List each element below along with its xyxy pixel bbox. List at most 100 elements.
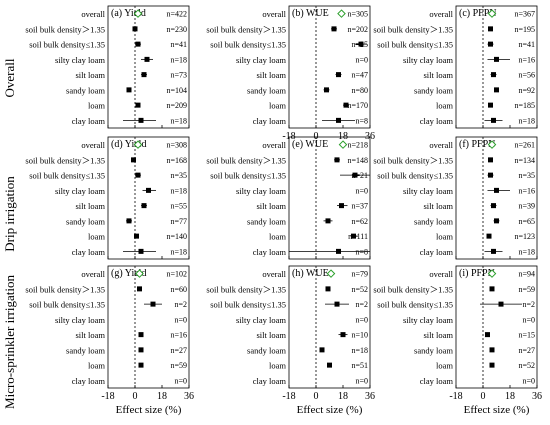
category-label: silty clay loam [236, 315, 286, 325]
n-label: n=111 [348, 232, 368, 241]
category-label: clay loam [72, 116, 106, 126]
n-label: n=18 [518, 116, 535, 125]
x-tick-label: 0 [481, 391, 486, 402]
category-label: loam [88, 232, 105, 242]
effect-point [327, 362, 332, 368]
n-label: n=18 [170, 247, 187, 256]
category-label: soil bulk density＞1.35 [373, 155, 453, 165]
category-label: loam [269, 101, 286, 111]
forest-panel: (a) Yield overall n=422 soil bulk density＞1… [25, 5, 190, 129]
category-label: clay loam [72, 247, 106, 257]
effect-point [343, 102, 349, 108]
category-label: silty clay loam [55, 315, 105, 325]
category-label: silt loam [423, 201, 453, 211]
effect-point [489, 347, 495, 353]
forest-panel: (f) PFPN overall n=261 soil bulk density＞1.… [373, 136, 538, 260]
x-axis-title: Effect size (%) [297, 404, 363, 416]
forest-panel: (e) WUE overall n=218 soil bulk density＞1.3… [206, 136, 371, 260]
n-label: n=52 [518, 361, 535, 370]
x-tick-label: 0 [314, 131, 319, 142]
n-label: n=55 [170, 202, 187, 211]
category-label: silty clay loam [403, 186, 453, 196]
category-label: loam [88, 101, 105, 111]
panel-label: (h) WUE [292, 268, 329, 279]
effect-point [488, 102, 493, 108]
n-label: n=41 [170, 40, 187, 49]
effect-point [491, 117, 496, 123]
category-label: loam [88, 361, 105, 371]
n-label: n=8 [355, 247, 368, 256]
n-label: n=422 [166, 10, 187, 19]
n-label: n=230 [166, 25, 187, 34]
effect-point [334, 301, 340, 307]
effect-point [325, 218, 331, 224]
n-label: n=2 [355, 300, 368, 309]
category-label: loam [436, 101, 453, 111]
n-label: n=104 [166, 86, 187, 95]
n-label: n=59 [518, 285, 535, 294]
forest-panel: (i) PFPN overall n=94 soil bulk density＞1.3… [373, 265, 542, 416]
forest-panel: (h) WUE overall n=79 soil bulk density＞1.35… [206, 265, 375, 416]
effect-point [351, 233, 356, 239]
category-label: silty clay loam [55, 186, 105, 196]
n-label: n=170 [347, 101, 368, 110]
n-label: n=39 [518, 202, 535, 211]
n-label: n=209 [166, 101, 187, 110]
plot-frame [107, 265, 190, 389]
category-label: soil bulk density＞1.35 [373, 24, 453, 34]
n-label: n=18 [518, 247, 535, 256]
category-label: silt loam [75, 201, 105, 211]
n-label: n=367 [514, 10, 535, 19]
overall-effect-diamond [338, 140, 348, 149]
category-label: silty clay loam [236, 55, 286, 65]
category-label: soil bulk density＞1.35 [206, 284, 286, 294]
n-label: n=60 [170, 285, 187, 294]
panel-label: (g) Yield [111, 268, 146, 279]
category-label: soil bulk density≤1.35 [377, 300, 453, 310]
plot-frame [107, 5, 190, 129]
effect-point [336, 248, 341, 254]
n-label: n=47 [351, 71, 368, 80]
n-label: n=16 [518, 55, 535, 64]
category-label: soil bulk density≤1.35 [377, 40, 453, 50]
plot-frame [455, 136, 538, 260]
category-label: soil bulk density＞1.35 [373, 284, 453, 294]
n-label: n=0 [355, 376, 368, 385]
effect-point [494, 56, 499, 62]
category-label: silty clay loam [236, 186, 286, 196]
category-label: soil bulk density＞1.35 [25, 284, 105, 294]
category-label: soil bulk density≤1.35 [210, 171, 286, 181]
category-label: overall [81, 140, 105, 150]
n-label: n=148 [347, 156, 368, 165]
n-label: n=79 [351, 270, 368, 279]
n-label: n=0 [522, 315, 535, 324]
panel-label: (c) PFPN [459, 8, 497, 19]
panel-label: (e) WUE [292, 139, 328, 150]
plot-frame [107, 136, 190, 260]
overall-effect-diamond [337, 9, 346, 18]
n-label: n=27 [170, 346, 187, 355]
n-label: n=16 [518, 186, 535, 195]
n-label: n=80 [351, 86, 368, 95]
n-label: n=18 [351, 346, 368, 355]
category-label: soil bulk density≤1.35 [210, 300, 286, 310]
n-label: n=77 [170, 217, 187, 226]
x-tick-label: 0 [133, 391, 138, 402]
effect-point [126, 87, 132, 93]
effect-point [486, 233, 492, 239]
category-label: overall [429, 9, 453, 19]
n-label: n=218 [347, 141, 368, 150]
n-label: n=0 [174, 376, 187, 385]
n-label: n=18 [170, 116, 187, 125]
category-label: silt loam [75, 330, 105, 340]
n-label: n=308 [166, 141, 187, 150]
effect-point [126, 218, 132, 224]
n-label: n=185 [514, 101, 535, 110]
panel-label: (i) PFPN [459, 268, 495, 279]
category-label: loam [269, 232, 286, 242]
category-label: silty clay loam [403, 55, 453, 65]
n-label: n=8 [355, 116, 368, 125]
effect-point [491, 248, 496, 254]
panel-label: (f) PFPN [459, 139, 495, 150]
